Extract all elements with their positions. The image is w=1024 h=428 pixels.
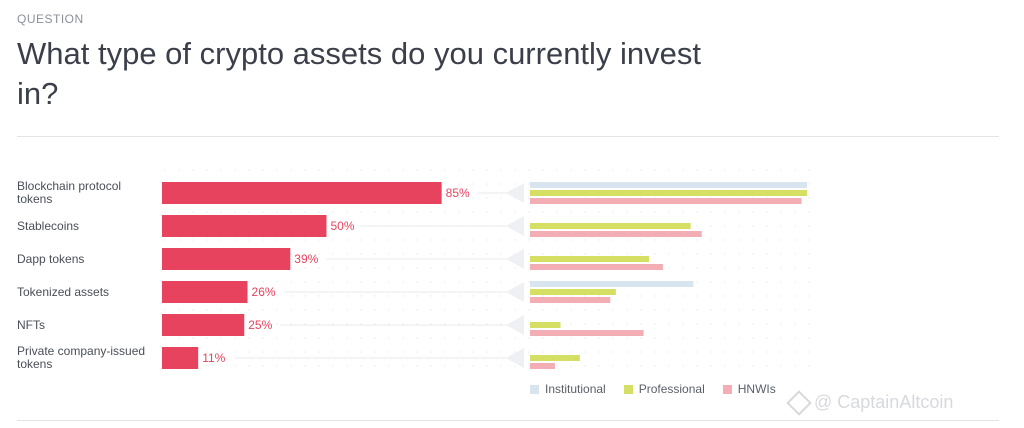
overall-bar — [162, 215, 327, 237]
legend-swatch-professional — [623, 384, 633, 394]
category-label: Private company-issued — [17, 344, 145, 358]
chart-title: What type of crypto assets do you curren… — [17, 36, 702, 111]
legend-label-professional: Professional — [638, 382, 705, 396]
professional-bar — [530, 289, 616, 295]
legend-item-professional: Professional — [623, 382, 705, 396]
institutional-bar — [530, 281, 694, 287]
watermark: @ CaptainAltcoin — [786, 389, 954, 416]
category-label: Tokenized assets — [17, 285, 109, 299]
bottom-divider — [17, 420, 999, 421]
percent-label: 50% — [331, 219, 355, 233]
overall-bar — [162, 314, 245, 336]
connector-arrow-icon — [506, 315, 524, 335]
connector-arrow-icon — [506, 249, 524, 269]
professional-bar — [530, 256, 650, 262]
category-label: Dapp tokens — [17, 252, 84, 266]
percent-label: 85% — [446, 186, 470, 200]
watermark-logo-icon — [786, 389, 812, 416]
percent-label: 39% — [294, 252, 318, 266]
legend-label-hnwis: HNWIs — [737, 382, 776, 396]
connector-arrow-icon — [506, 183, 524, 203]
percent-label: 25% — [248, 318, 272, 332]
legend-label-institutional: Institutional — [545, 382, 606, 396]
hnwis-bar — [530, 297, 611, 303]
top-divider — [17, 136, 999, 137]
overall-bar — [162, 248, 291, 270]
hnwis-bar — [530, 363, 555, 369]
overall-bar — [162, 182, 442, 204]
hnwis-bar — [530, 198, 802, 204]
percent-label: 26% — [252, 285, 276, 299]
watermark-text: @ CaptainAltcoin — [814, 392, 954, 412]
professional-bar — [530, 190, 807, 196]
institutional-bar — [530, 182, 807, 188]
eyebrow-label: QUESTION — [17, 12, 84, 26]
category-label: tokens — [17, 192, 52, 206]
connector-arrow-icon — [506, 348, 524, 368]
connector-arrow-icon — [506, 216, 524, 236]
legend-item-institutional: Institutional — [530, 382, 606, 396]
category-label: Stablecoins — [17, 219, 79, 233]
hnwis-bar — [530, 264, 663, 270]
hnwis-bar — [530, 330, 644, 336]
legend-swatch-hnwis — [722, 384, 732, 394]
connector-arrow-icon — [506, 282, 524, 302]
professional-bar — [530, 223, 691, 229]
legend-item-hnwis: HNWIs — [722, 382, 776, 396]
overall-bar — [162, 281, 248, 303]
hnwis-bar — [530, 231, 702, 237]
overall-bar — [162, 347, 199, 369]
category-label: Blockchain protocol — [17, 179, 121, 193]
professional-bar — [530, 355, 580, 361]
professional-bar — [530, 322, 561, 328]
legend: Institutional Professional HNWIs — [530, 382, 776, 396]
percent-label: 11% — [202, 351, 225, 365]
legend-swatch-institutional — [530, 384, 539, 394]
category-label: NFTs — [17, 318, 45, 332]
category-label: tokens — [17, 357, 52, 371]
